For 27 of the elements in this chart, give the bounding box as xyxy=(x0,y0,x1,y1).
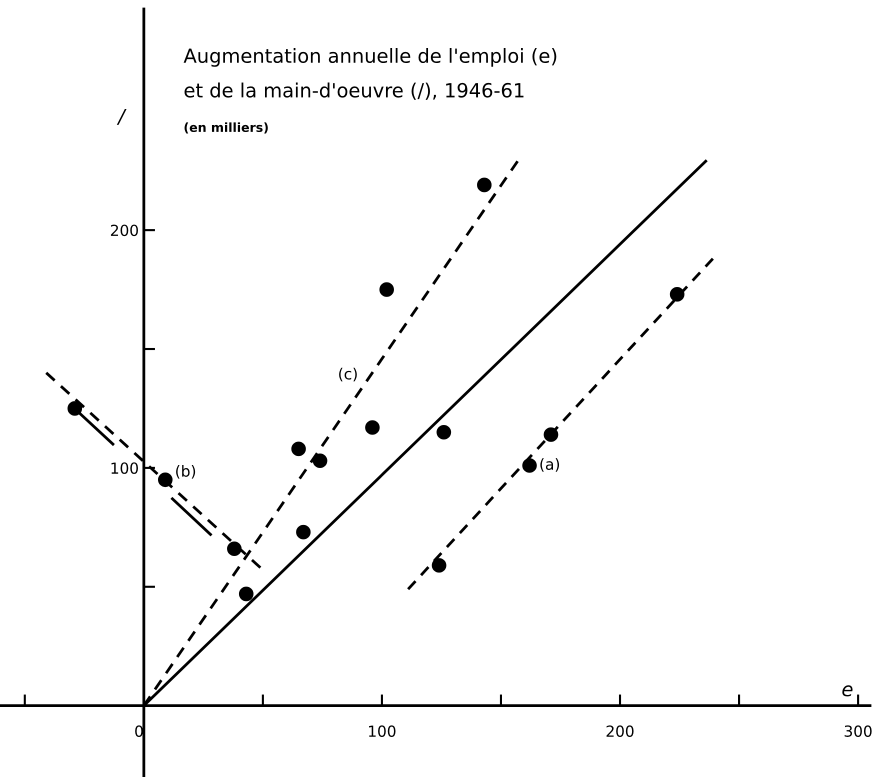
point xyxy=(379,282,394,297)
point xyxy=(238,586,254,602)
point xyxy=(158,472,173,488)
x-tick-label: 0 xyxy=(135,725,143,737)
x-tick-label: 300 xyxy=(844,725,872,737)
x-axis-title: e xyxy=(842,685,853,696)
point xyxy=(296,524,311,540)
point xyxy=(670,287,684,302)
text: Augmentation annuelle de l'emploi (e) xyxy=(184,48,556,67)
point xyxy=(432,558,446,573)
point xyxy=(68,401,82,416)
annotation: (c) xyxy=(339,368,357,382)
point xyxy=(436,424,452,440)
annotation: (en milliers) xyxy=(184,122,268,134)
text: et de la main-d'oeuvre (/), 1946-61 xyxy=(184,82,524,100)
point xyxy=(477,178,492,192)
point xyxy=(227,541,242,556)
point xyxy=(312,453,328,468)
annotation: (a) xyxy=(540,458,560,472)
point xyxy=(365,420,380,435)
point xyxy=(522,458,537,473)
point xyxy=(291,442,306,456)
annotation: (b) xyxy=(176,465,196,479)
y-axis-title: / xyxy=(116,108,127,125)
x-tick-label: 100 xyxy=(369,725,396,737)
x-tick-label: 200 xyxy=(606,725,634,737)
point xyxy=(544,427,558,442)
